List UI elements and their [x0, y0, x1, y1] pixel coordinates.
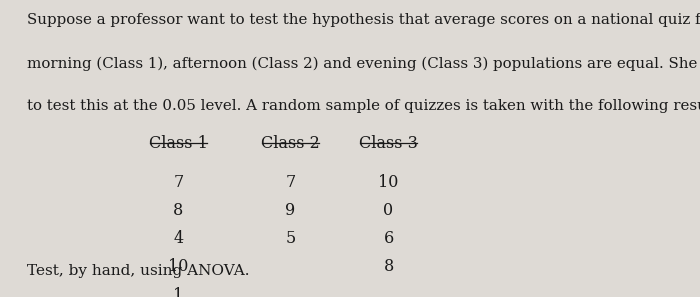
Text: 4: 4	[174, 230, 183, 247]
Text: 7: 7	[286, 174, 295, 191]
Text: 0: 0	[384, 202, 393, 219]
Text: 8: 8	[384, 258, 393, 275]
Text: 1: 1	[174, 287, 183, 297]
Text: Class 3: Class 3	[359, 135, 418, 152]
Text: 6: 6	[384, 230, 393, 247]
Text: 5: 5	[286, 230, 295, 247]
Text: 9: 9	[286, 202, 295, 219]
Text: Class 1: Class 1	[149, 135, 208, 152]
Text: 7: 7	[174, 174, 183, 191]
Text: Suppose a professor want to test the hypothesis that average scores on a nationa: Suppose a professor want to test the hyp…	[27, 13, 700, 27]
Text: 10: 10	[168, 258, 189, 275]
Text: to test this at the 0.05 level. A random sample of quizzes is taken with the fol: to test this at the 0.05 level. A random…	[27, 99, 700, 113]
Text: 8: 8	[174, 202, 183, 219]
Text: 10: 10	[378, 174, 399, 191]
Text: morning (Class 1), afternoon (Class 2) and evening (Class 3) populations are equ: morning (Class 1), afternoon (Class 2) a…	[27, 56, 700, 71]
Text: Test, by hand, using ANOVA.: Test, by hand, using ANOVA.	[27, 264, 249, 278]
Text: Class 2: Class 2	[261, 135, 320, 152]
